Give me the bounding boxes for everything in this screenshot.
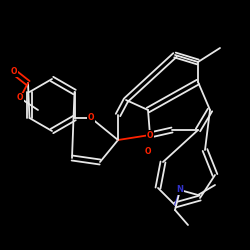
Text: N: N	[176, 186, 184, 194]
Text: O: O	[145, 148, 151, 156]
Text: O: O	[11, 68, 17, 76]
Text: O: O	[147, 130, 153, 140]
Text: O: O	[17, 94, 23, 102]
Text: O: O	[88, 114, 94, 122]
